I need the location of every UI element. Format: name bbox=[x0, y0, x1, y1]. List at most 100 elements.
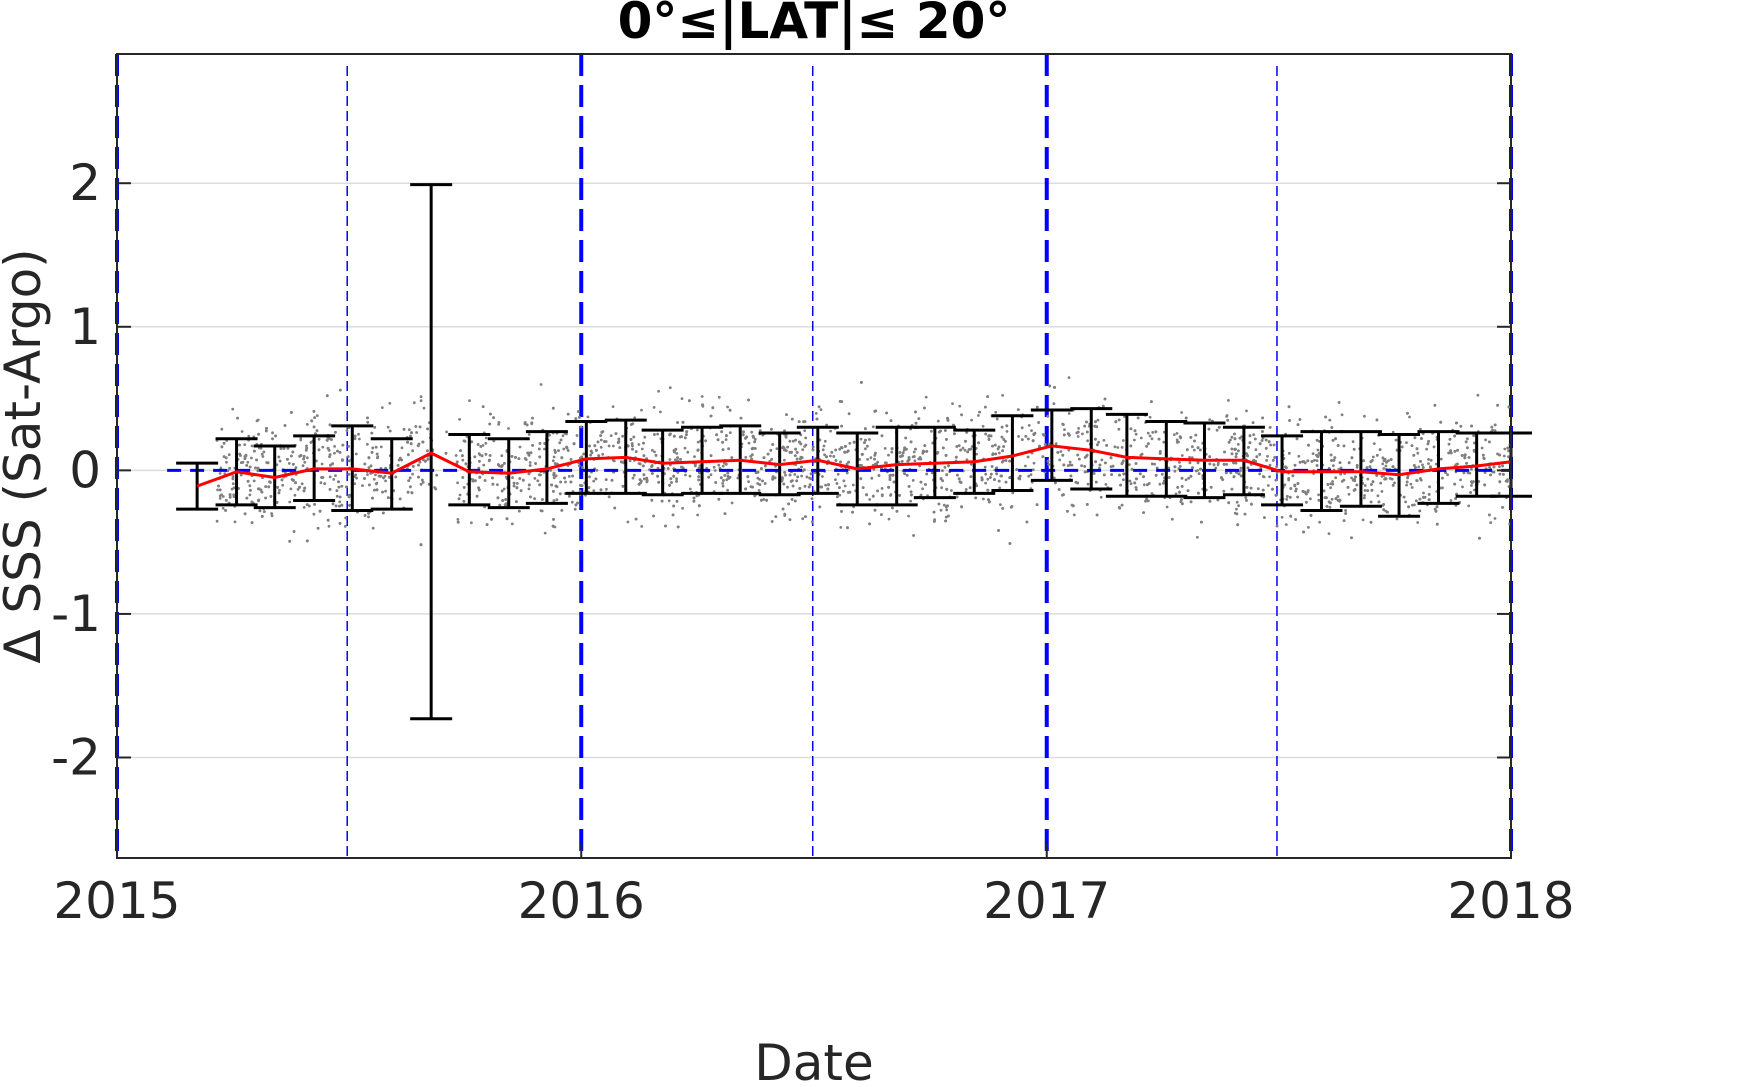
scatter-point bbox=[993, 478, 996, 481]
scatter-point bbox=[620, 460, 623, 464]
scatter-point bbox=[1362, 496, 1366, 500]
scatter-point bbox=[1235, 507, 1238, 511]
scatter-point bbox=[1138, 472, 1142, 476]
scatter-point bbox=[321, 445, 325, 449]
scatter-point bbox=[370, 431, 374, 435]
scatter-point bbox=[492, 416, 495, 419]
scatter-point bbox=[559, 438, 563, 442]
scatter-point bbox=[1005, 424, 1009, 428]
scatter-point bbox=[891, 473, 895, 477]
scatter-point bbox=[551, 524, 555, 528]
scatter-point bbox=[1350, 476, 1353, 480]
scatter-point bbox=[634, 450, 638, 453]
scatter-point bbox=[1136, 416, 1140, 420]
scatter-point bbox=[397, 458, 401, 462]
scatter-point bbox=[271, 431, 274, 435]
scatter-point bbox=[811, 448, 815, 452]
scatter-point bbox=[688, 487, 692, 491]
scatter-point bbox=[1261, 475, 1265, 478]
scatter-point bbox=[1453, 434, 1456, 438]
scatter-point bbox=[1077, 457, 1081, 461]
scatter-point bbox=[1288, 495, 1292, 499]
error-bar bbox=[1339, 430, 1382, 508]
scatter-point bbox=[905, 473, 909, 477]
scatter-point bbox=[790, 417, 794, 421]
scatter-point bbox=[277, 491, 281, 495]
scatter-point bbox=[668, 386, 672, 390]
scatter-point bbox=[1261, 488, 1265, 492]
scatter-point bbox=[218, 488, 222, 492]
scatter-point bbox=[382, 476, 385, 480]
scatter-point bbox=[771, 477, 775, 481]
scatter-point bbox=[1167, 466, 1171, 470]
scatter-point bbox=[1285, 498, 1289, 501]
scatter-point bbox=[1476, 393, 1480, 397]
scatter-point bbox=[252, 479, 256, 483]
scatter-point bbox=[673, 450, 676, 454]
scatter-point bbox=[579, 484, 582, 487]
scatter-point bbox=[1432, 445, 1436, 449]
scatter-point bbox=[370, 451, 374, 454]
scatter-point bbox=[1208, 418, 1212, 422]
scatter-point bbox=[981, 424, 985, 428]
scatter-point bbox=[723, 512, 727, 515]
scatter-point bbox=[746, 475, 750, 479]
scatter-point bbox=[445, 430, 448, 434]
scatter-point bbox=[681, 420, 685, 424]
scatter-point bbox=[1232, 475, 1236, 479]
scatter-point bbox=[336, 449, 339, 453]
scatter-point bbox=[238, 443, 241, 447]
scatter-point bbox=[1117, 506, 1121, 509]
scatter-point bbox=[491, 482, 495, 486]
scatter-point bbox=[1032, 432, 1036, 436]
scatter-point bbox=[968, 486, 972, 490]
scatter-point bbox=[995, 472, 999, 476]
scatter-point bbox=[1294, 489, 1298, 493]
scatter-point bbox=[847, 412, 851, 416]
scatter-point bbox=[626, 444, 630, 448]
scatter-point bbox=[1369, 500, 1373, 504]
scatter-point bbox=[838, 493, 842, 497]
scatter-point bbox=[287, 462, 291, 465]
scatter-point bbox=[712, 465, 716, 469]
scatter-point bbox=[1031, 439, 1035, 443]
scatter-point bbox=[1063, 428, 1066, 431]
scatter-point bbox=[264, 429, 268, 433]
scatter-point bbox=[721, 440, 724, 444]
scatter-point bbox=[248, 493, 252, 497]
scatter-point bbox=[997, 451, 1001, 455]
scatter-point bbox=[1334, 437, 1337, 441]
scatter-point bbox=[914, 421, 918, 425]
scatter-point bbox=[462, 500, 466, 503]
scatter-point bbox=[1317, 452, 1321, 455]
scatter-point bbox=[827, 483, 830, 487]
scatter-point bbox=[278, 459, 282, 463]
scatter-point bbox=[944, 515, 948, 519]
scatter-point bbox=[1329, 453, 1333, 457]
scatter-point bbox=[1291, 474, 1295, 478]
scatter-point bbox=[1192, 448, 1196, 452]
scatter-point bbox=[1419, 477, 1422, 480]
scatter-point bbox=[707, 475, 711, 479]
scatter-point bbox=[1272, 443, 1276, 447]
scatter-point bbox=[1264, 438, 1268, 442]
scatter-point bbox=[911, 479, 915, 482]
scatter-point bbox=[220, 427, 224, 431]
scatter-point bbox=[1493, 429, 1497, 432]
scatter-point bbox=[880, 434, 884, 438]
scatter-point bbox=[298, 485, 301, 489]
scatter-point bbox=[975, 484, 979, 488]
scatter-point bbox=[993, 443, 997, 447]
scatter-point bbox=[1258, 442, 1262, 446]
scatter-point bbox=[611, 458, 615, 462]
scatter-point bbox=[1405, 480, 1409, 484]
scatter-point bbox=[290, 454, 293, 458]
scatter-point bbox=[898, 494, 901, 497]
scatter-point bbox=[484, 436, 488, 440]
scatter-point bbox=[1194, 433, 1198, 437]
scatter-point bbox=[618, 446, 622, 449]
scatter-point bbox=[1025, 520, 1029, 524]
scatter-point bbox=[1181, 502, 1184, 506]
scatter-point bbox=[578, 489, 582, 493]
scatter-point bbox=[500, 464, 504, 467]
